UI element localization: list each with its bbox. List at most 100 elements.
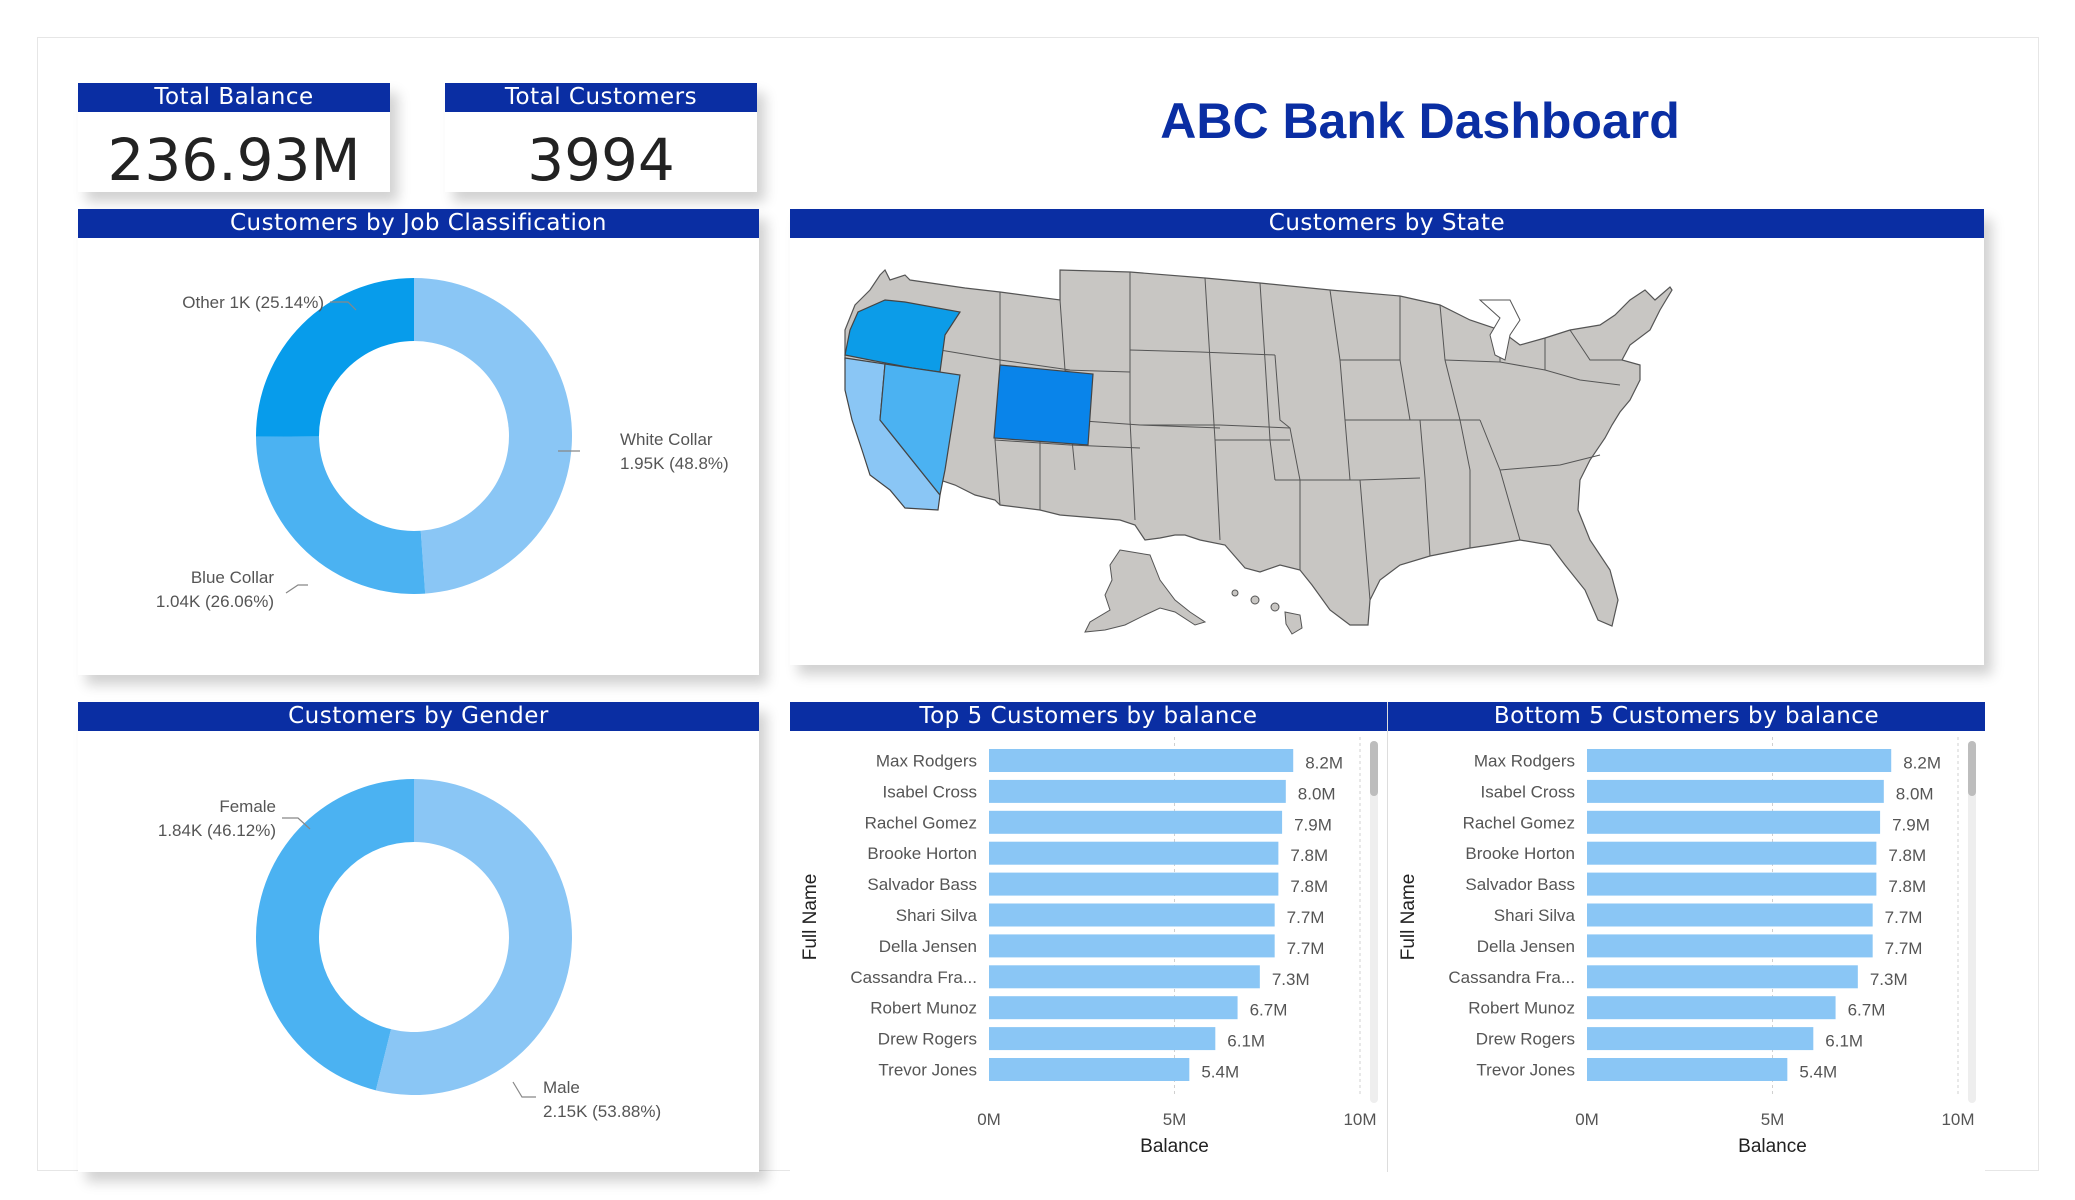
x-tick-label: 0M: [977, 1110, 1001, 1129]
x-tick-label: 10M: [1343, 1110, 1376, 1129]
bottom5-chart[interactable]: Bottom 5 Customers by balance Max Rodger…: [1387, 702, 1985, 1172]
data-label: 7.3M: [1870, 970, 1908, 989]
category-label: Drew Rogers: [878, 1030, 977, 1049]
bar[interactable]: [1587, 965, 1858, 989]
scrollbar-thumb[interactable]: [1370, 741, 1378, 796]
category-label: Salvador Bass: [867, 875, 977, 894]
data-label: 8.2M: [1903, 754, 1941, 773]
bar[interactable]: [1587, 1027, 1814, 1051]
bar[interactable]: [989, 841, 1279, 865]
category-label: Cassandra Fra...: [1448, 968, 1575, 987]
scrollbar-track: [1370, 741, 1378, 1103]
data-label: 6.1M: [1825, 1032, 1863, 1051]
bar[interactable]: [1587, 841, 1877, 865]
bar[interactable]: [1587, 1058, 1788, 1081]
data-label: 5.4M: [1799, 1063, 1837, 1082]
bar[interactable]: [1587, 996, 1836, 1020]
state-alaska: [1084, 549, 1207, 633]
category-label: Max Rodgers: [1474, 752, 1575, 771]
data-label: 5.4M: [1201, 1063, 1239, 1082]
category-label: Isabel Cross: [1481, 782, 1575, 801]
kpi-value: 236.93M: [107, 126, 361, 194]
data-label: 7.8M: [1888, 877, 1926, 896]
category-label: Rachel Gomez: [1463, 813, 1575, 832]
scrollbar-track: [1968, 741, 1976, 1103]
slice-label-white-collar: White Collar: [620, 430, 713, 449]
data-label: 6.7M: [1848, 1001, 1886, 1020]
data-label: 7.8M: [1290, 877, 1328, 896]
bar[interactable]: [989, 996, 1238, 1020]
data-label: 6.7M: [1250, 1001, 1288, 1020]
x-tick-label: 0M: [1575, 1110, 1599, 1129]
job-classification-chart[interactable]: Customers by Job Classification Other 1K…: [78, 209, 759, 675]
category-label: Trevor Jones: [1476, 1061, 1575, 1080]
chart-header: Customers by State: [790, 209, 1984, 238]
bar[interactable]: [989, 903, 1275, 927]
top5-bar-svg: Max Rodgers 8.2M Isabel Cross 8.0M Rachel Go…: [800, 737, 1378, 1157]
bar[interactable]: [989, 810, 1283, 834]
data-label: 7.7M: [1885, 939, 1923, 958]
slice-value-male: 2.15K (53.88%): [543, 1102, 661, 1121]
category-label: Robert Munoz: [870, 999, 977, 1018]
bar[interactable]: [1587, 934, 1873, 958]
kpi-value: 3994: [527, 126, 675, 194]
donut-slice-blue-collar[interactable]: [256, 436, 426, 594]
bar[interactable]: [1587, 903, 1873, 927]
bar[interactable]: [1587, 810, 1881, 834]
bar[interactable]: [1587, 872, 1877, 896]
dashboard-title: ABC Bank Dashboard: [1160, 93, 1680, 149]
bar[interactable]: [989, 1058, 1190, 1081]
category-label: Brooke Horton: [867, 844, 977, 863]
bar[interactable]: [989, 1027, 1216, 1051]
data-label: 7.7M: [1287, 908, 1325, 927]
state-hawaii: [1231, 589, 1303, 635]
category-label: Brooke Horton: [1465, 844, 1575, 863]
bar[interactable]: [989, 872, 1279, 896]
bar[interactable]: [989, 965, 1260, 989]
data-label: 6.1M: [1227, 1032, 1265, 1051]
slice-label-blue-collar: Blue Collar: [191, 568, 274, 587]
donut-slice-other[interactable]: [256, 278, 414, 437]
state-wyoming: [993, 364, 1094, 446]
x-axis-label: Balance: [1140, 1136, 1209, 1157]
kpi-label: Total Balance: [78, 83, 390, 112]
slice-value-female: 1.84K (46.12%): [158, 821, 276, 840]
data-label: 7.9M: [1294, 815, 1332, 834]
x-tick-label: 10M: [1941, 1110, 1974, 1129]
great-lakes: [1478, 299, 1521, 361]
bar[interactable]: [989, 934, 1275, 958]
top5-chart[interactable]: Top 5 Customers by balance Max Rodgers 8.…: [790, 702, 1387, 1172]
job-donut-svg: Other 1K (25.14%) White Collar 1.95K (48…: [156, 278, 729, 611]
data-label: 7.7M: [1885, 908, 1923, 927]
kpi-total-customers[interactable]: Total Customers 3994: [445, 83, 757, 194]
category-label: Robert Munoz: [1468, 999, 1575, 1018]
donut-slice-female[interactable]: [256, 779, 414, 1091]
bar[interactable]: [1587, 749, 1892, 772]
category-label: Salvador Bass: [1465, 875, 1575, 894]
category-label: Rachel Gomez: [865, 813, 977, 832]
x-tick-label: 5M: [1761, 1110, 1785, 1129]
donut-slice-male[interactable]: [375, 779, 573, 1095]
us-mainland: [844, 268, 1673, 627]
category-label: Della Jensen: [1477, 937, 1575, 956]
slice-label-other: Other 1K (25.14%): [182, 293, 324, 312]
data-label: 7.7M: [1287, 939, 1325, 958]
gender-donut-svg: Female 1.84K (46.12%) Male 2.15K (53.88%…: [158, 779, 661, 1121]
scrollbar-thumb[interactable]: [1968, 741, 1976, 796]
bar[interactable]: [989, 749, 1294, 772]
kpi-label: Total Customers: [445, 83, 757, 112]
chart-header: Customers by Job Classification: [78, 209, 759, 238]
kpi-total-balance[interactable]: Total Balance 236.93M: [78, 83, 390, 194]
category-label: Cassandra Fra...: [850, 968, 977, 987]
state-map-chart[interactable]: Customers by State: [790, 209, 1984, 665]
data-label: 8.0M: [1298, 784, 1336, 803]
data-label: 7.3M: [1272, 970, 1310, 989]
state-nevada: [879, 363, 961, 497]
gender-chart[interactable]: Customers by Gender Female 1.84K (46.12%…: [78, 702, 759, 1172]
chart-header: Bottom 5 Customers by balance: [1388, 702, 1985, 731]
bar[interactable]: [989, 779, 1286, 803]
category-label: Isabel Cross: [883, 782, 977, 801]
slice-value-blue-collar: 1.04K (26.06%): [156, 592, 274, 611]
bar[interactable]: [1587, 779, 1884, 803]
donut-slice-white-collar[interactable]: [414, 278, 573, 594]
